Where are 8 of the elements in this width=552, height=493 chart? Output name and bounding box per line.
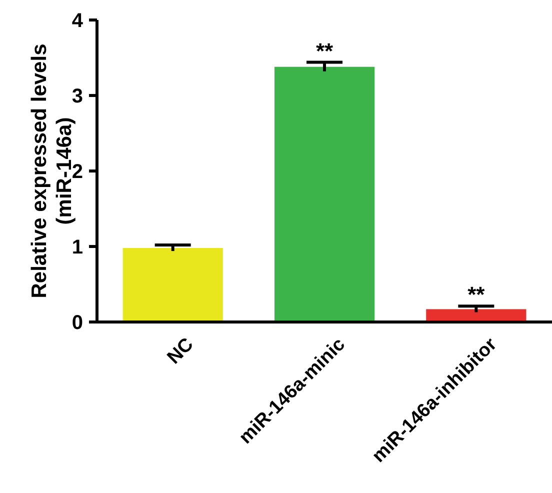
y-tick-label: 4 — [72, 10, 84, 32]
y-tick-label: 0 — [72, 312, 83, 334]
annotation: ** — [468, 282, 486, 308]
bar — [274, 66, 375, 322]
bar — [122, 248, 223, 322]
y-tick-label: 3 — [72, 86, 83, 108]
x-tick-label: NC — [164, 334, 198, 368]
annotation: ** — [316, 38, 334, 64]
